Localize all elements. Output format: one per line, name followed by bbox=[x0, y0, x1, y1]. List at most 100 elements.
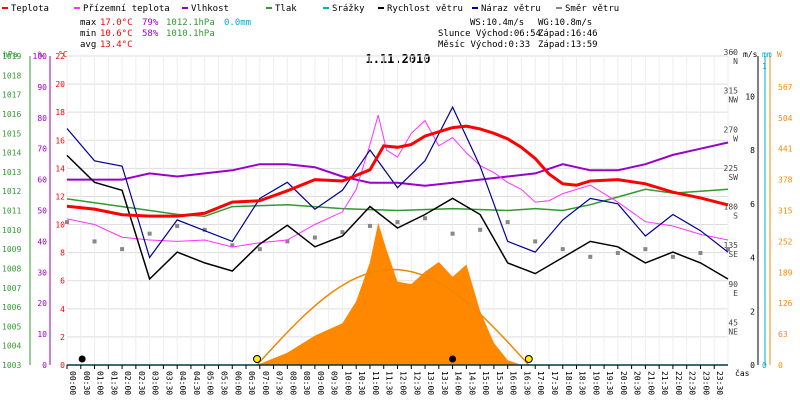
tick-degc: 22 bbox=[55, 52, 65, 61]
point-direction bbox=[560, 247, 565, 252]
unit-mm: mm bbox=[762, 50, 772, 59]
x-tick-label: 12:30 bbox=[412, 371, 421, 395]
point-direction bbox=[423, 216, 428, 221]
point-direction bbox=[312, 235, 317, 240]
x-tick-label: 16:00 bbox=[509, 371, 518, 395]
tick-ms: 6 bbox=[750, 200, 755, 209]
moonrise-marker bbox=[78, 355, 86, 363]
x-tick-label: 03:30 bbox=[164, 371, 173, 395]
x-tick-label: 14:00 bbox=[454, 371, 463, 395]
x-tick-label: 06:00 bbox=[233, 371, 242, 395]
x-tick-label: 10:30 bbox=[357, 371, 366, 395]
stat-moon: Měsíc Východ:0:33 bbox=[438, 40, 530, 50]
tick-degc: 14 bbox=[55, 164, 65, 173]
x-tick-label: 12:00 bbox=[399, 371, 408, 395]
x-tick-label: 11:00 bbox=[371, 371, 380, 395]
point-direction bbox=[533, 239, 538, 244]
tick-hpa: 1014 bbox=[2, 149, 21, 158]
x-tick-label: 20:30 bbox=[633, 371, 642, 395]
tick-w: 189 bbox=[778, 268, 793, 277]
tick-mm: 1 bbox=[762, 62, 767, 71]
tick-degc: 12 bbox=[55, 192, 65, 201]
tick-deg-dir: N bbox=[733, 57, 738, 66]
tick-degc: 8 bbox=[60, 249, 65, 258]
tick-hpa: 1011 bbox=[2, 207, 21, 216]
tick-w: 63 bbox=[778, 330, 788, 339]
tick-degc: 16 bbox=[55, 136, 65, 145]
tick-degc: 4 bbox=[60, 305, 65, 314]
x-tick-label: 00:00 bbox=[68, 371, 77, 395]
tick-hpa: 1007 bbox=[2, 284, 21, 293]
x-tick-label: 11:30 bbox=[385, 371, 394, 395]
stat-max-label: max bbox=[80, 18, 97, 28]
point-direction bbox=[147, 231, 152, 236]
stat-max-hum: 79% bbox=[142, 18, 159, 28]
unit-w: W bbox=[777, 50, 782, 59]
tick-hpa: 1016 bbox=[2, 110, 21, 119]
tick-pct: 60 bbox=[37, 176, 47, 185]
x-tick-label: 13:30 bbox=[440, 371, 449, 395]
x-tick-label: 01:00 bbox=[96, 371, 105, 395]
tick-ms: 4 bbox=[750, 254, 755, 263]
stat-sun: Slunce Východ:06:54 bbox=[438, 29, 541, 39]
point-direction bbox=[450, 231, 455, 236]
legend-label-rychlost: Rychlost větru bbox=[387, 4, 463, 14]
x-tick-label: 07:30 bbox=[275, 371, 284, 395]
stat-min-temp: 10.6°C bbox=[100, 29, 133, 39]
point-direction bbox=[257, 247, 262, 252]
x-tick-label: 13:00 bbox=[426, 371, 435, 395]
point-direction bbox=[726, 247, 730, 252]
point-direction bbox=[505, 220, 510, 225]
x-tick-label: 19:00 bbox=[591, 371, 600, 395]
tick-hpa: 1013 bbox=[2, 168, 21, 177]
x-tick-label: 18:00 bbox=[564, 371, 573, 395]
x-tick-label: 15:00 bbox=[481, 371, 490, 395]
stat-moon-set: Západ:13:59 bbox=[538, 40, 598, 50]
tick-w: 252 bbox=[778, 237, 793, 246]
series-ground-temp bbox=[66, 114, 729, 248]
stat-ws: WS:10.4m/s bbox=[470, 18, 524, 28]
x-tick-label: 10:00 bbox=[343, 371, 352, 395]
tick-hpa: 1017 bbox=[2, 91, 21, 100]
x-axis-unit: čas bbox=[735, 368, 750, 378]
x-tick-label: 17:00 bbox=[536, 371, 545, 395]
tick-ms: 10 bbox=[745, 92, 755, 101]
legend-label-teplota: Teplota bbox=[11, 4, 49, 14]
sunrise-marker bbox=[253, 355, 262, 363]
legend: Teplota Přízemní teplota Vlhkost Tlak Srážky… bbox=[2, 4, 619, 14]
stat-max-rain: 0.0mm bbox=[224, 18, 251, 28]
tick-deg: 135 bbox=[724, 241, 739, 250]
stat-min-label: min bbox=[80, 29, 96, 39]
tick-hpa: 1015 bbox=[2, 129, 21, 138]
tick-pct: 90 bbox=[37, 83, 47, 92]
point-direction bbox=[478, 227, 483, 232]
tick-deg-dir: W bbox=[733, 134, 738, 143]
stat-min-hum: 58% bbox=[142, 29, 159, 39]
x-tick-label: 04:30 bbox=[192, 371, 201, 395]
point-direction bbox=[120, 247, 125, 252]
tick-pct: 20 bbox=[37, 299, 47, 308]
x-tick-label: 08:30 bbox=[302, 371, 311, 395]
tick-deg-dir: SE bbox=[728, 250, 738, 259]
tick-hpa: 1009 bbox=[2, 245, 21, 254]
tick-deg: 315 bbox=[724, 87, 739, 96]
legend-label-smer: Směr větru bbox=[565, 4, 619, 14]
moonset-marker bbox=[449, 355, 457, 363]
x-tick-label: 22:30 bbox=[688, 371, 697, 395]
plot-area bbox=[65, 105, 730, 366]
point-direction bbox=[230, 243, 235, 248]
point-direction bbox=[285, 239, 290, 244]
tick-w: 126 bbox=[778, 299, 793, 308]
stats-block: max 17.0°C 79% 1012.1hPa 0.0mm min 10.6°… bbox=[80, 18, 598, 50]
stat-avg-temp: 13.4°C bbox=[100, 40, 133, 50]
x-tick-label: 21:30 bbox=[660, 371, 669, 395]
tick-deg: 360 bbox=[724, 48, 739, 57]
stat-sun-set: Západ:16:46 bbox=[538, 29, 598, 39]
legend-label-pocitova: Přízemní teplota bbox=[83, 4, 170, 14]
tick-pct: 100 bbox=[33, 52, 48, 61]
tick-degc: 6 bbox=[60, 277, 65, 286]
x-axis: 00:00 00:30 01:00 01:30 02:00 02:30 03:00 03:30… bbox=[66, 364, 750, 395]
series-solar-area bbox=[257, 222, 522, 365]
x-tick-label: 06:30 bbox=[247, 371, 256, 395]
